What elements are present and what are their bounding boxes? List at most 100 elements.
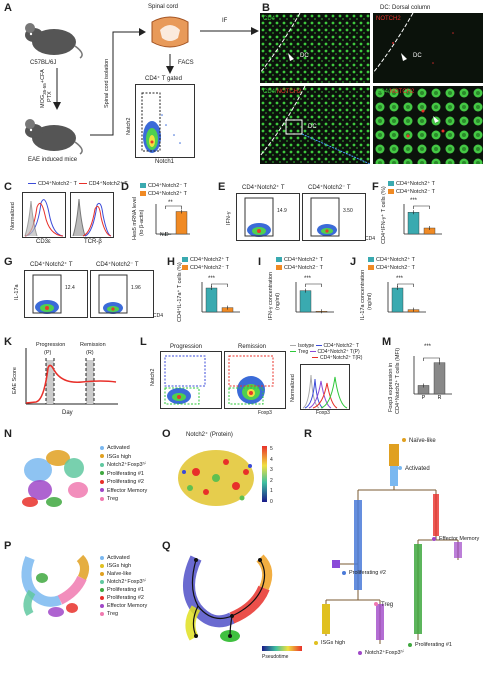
panel-label-c: C [4, 181, 12, 193]
panel-label-n: N [4, 428, 12, 440]
panel-label-p: P [4, 540, 12, 552]
legend-j: CD4⁺Notch2⁺ T CD4⁺Notch2⁻ T [368, 256, 415, 272]
microscopy-merge: CD4/NOTCH2 DC [260, 86, 370, 164]
significance-bracket [423, 357, 440, 361]
mouse-icon [25, 119, 83, 155]
spinal-cord-icon [151, 16, 189, 48]
y-axis-label: (to β-actin) [139, 209, 145, 236]
x-axis-label: Foxp3 [258, 410, 272, 416]
facs-plot-ifng-neg: 3.50 [302, 193, 366, 241]
significance-label: *** [208, 276, 216, 282]
facs-plot-progression [160, 351, 222, 409]
y-axis-label: Normalized [10, 202, 16, 230]
microscopy-notch2: NOTCH2 DC [373, 13, 483, 83]
facs-plot-ifng-pos: 14.9 [236, 193, 300, 241]
x-axis-label: TCR-β [84, 239, 102, 245]
plot-title: CD4⁺Notch2⁻ T [96, 262, 139, 268]
arrow-right-icon [200, 27, 259, 35]
bar [433, 362, 446, 395]
bar-chart-i [295, 282, 334, 314]
tick-label: R [438, 395, 442, 401]
connector-line [90, 28, 146, 136]
panel-label-b: B [262, 2, 270, 14]
microscopy-zoom: CD4/NOTCH2 [373, 86, 483, 164]
panel-label-k: K [4, 336, 12, 348]
spinal-cord-label: Spinal cord [148, 4, 179, 10]
arrow-down-icon [53, 68, 61, 110]
histogram-tcrb [70, 192, 114, 238]
bar [391, 287, 404, 313]
panel-label-j: J [350, 256, 357, 268]
node-label: Activated [398, 466, 430, 472]
plot-title: Progression [170, 344, 203, 350]
remission-label: Remission [80, 342, 106, 348]
significance-label: *** [396, 276, 404, 282]
y-axis-label: Notch2 [150, 368, 156, 386]
panel-label-r: R [304, 428, 312, 440]
eae-score-curve [25, 348, 118, 405]
bar-chart-j [387, 282, 426, 313]
umap-notch2-protein [178, 450, 254, 506]
trajectory-tree [322, 444, 462, 644]
y-axis-label: Notch2 [126, 117, 132, 135]
significance-bracket [397, 283, 414, 287]
bar-chart-h [201, 282, 240, 313]
panel-label-o: O [162, 428, 171, 440]
bar [205, 287, 218, 313]
plot-title: Notch2⁺ (Protein) [186, 432, 233, 438]
y-axis-label: (ng/ml) [275, 292, 281, 310]
node-label: ISGs high [314, 640, 345, 646]
node-label: Naïve-like [402, 438, 436, 444]
facs-plot-il17-pos: 12.4 [24, 270, 88, 318]
pseudotime-label: Pseudotime [262, 654, 289, 660]
y-axis-label: EAE Score [12, 367, 18, 394]
eae-mice-label: EAE induced mice [28, 157, 78, 163]
x-axis-label: Notch1 [155, 159, 175, 165]
bar [175, 211, 188, 235]
y-axis-label: IL-17a concentration [360, 269, 366, 320]
node-label: Effector Memory [432, 536, 479, 542]
y-axis-label: IL-17a [14, 284, 20, 300]
significance-label: *** [424, 344, 432, 350]
bar-chart-d [155, 204, 190, 236]
progression-label: Progression [36, 342, 66, 348]
significance-bracket [165, 205, 182, 209]
y-axis-label: CD4⁺IFN-γ⁺ T cells (%) [381, 186, 387, 244]
if-label: IF [222, 18, 228, 24]
legend-n: Activated ISGs high Notch2⁺Foxp3ʰⁱ Proli… [100, 444, 147, 504]
bar-chart-f [403, 204, 442, 235]
node-label: Proliferating #1 [408, 642, 452, 648]
x-axis-label: Day [62, 410, 73, 416]
dc-title: DC: Dorsal column [380, 5, 431, 11]
legend-f: CD4⁺Notch2⁺ T CD4⁺Notch2⁻ T [388, 180, 435, 196]
significance-label: ** [168, 200, 173, 206]
legend-h: CD4⁺Notch2⁺ T CD4⁺Notch2⁻ T [182, 256, 229, 272]
isolation-label: Spinal cord isolation [104, 58, 110, 108]
plot-title: CD4⁺Notch2⁻ T [308, 185, 351, 191]
y-axis-label: Hes5 mRNA level [132, 196, 138, 240]
legend-i: CD4⁺Notch2⁺ T CD4⁺Notch2⁻ T [276, 256, 323, 272]
legend-p: Activated ISGs high Naïve-like Notch2⁺Fo… [100, 554, 147, 618]
progression-abbrev: (P) [44, 350, 52, 356]
microscopy-cd4: CD4 DC [260, 13, 370, 83]
plot-title: CD4⁺Notch2⁺ T [242, 185, 285, 191]
umap-pseudotime [183, 554, 273, 642]
significance-label: *** [410, 198, 418, 204]
panel-label-l: L [140, 336, 147, 348]
panel-label-i: I [258, 256, 262, 268]
node-label: Notch2⁺Foxp3ʰⁱ [358, 650, 404, 656]
y-axis-label: Normalized [290, 374, 296, 402]
mouse-strain-label: C57BL/6J [30, 60, 57, 66]
panel-label-d: D [121, 181, 129, 193]
panel-label-q: Q [162, 540, 171, 552]
histogram-foxp3 [300, 364, 350, 410]
gate-label: CD4⁺ T gated [145, 76, 182, 82]
bar [299, 290, 312, 313]
y-axis-label: IFN-γ concentration [268, 272, 274, 320]
plot-title: CD4⁺Notch2⁺ T [30, 262, 73, 268]
tick-label: P [422, 395, 426, 401]
nd-label: N.D [160, 232, 169, 238]
